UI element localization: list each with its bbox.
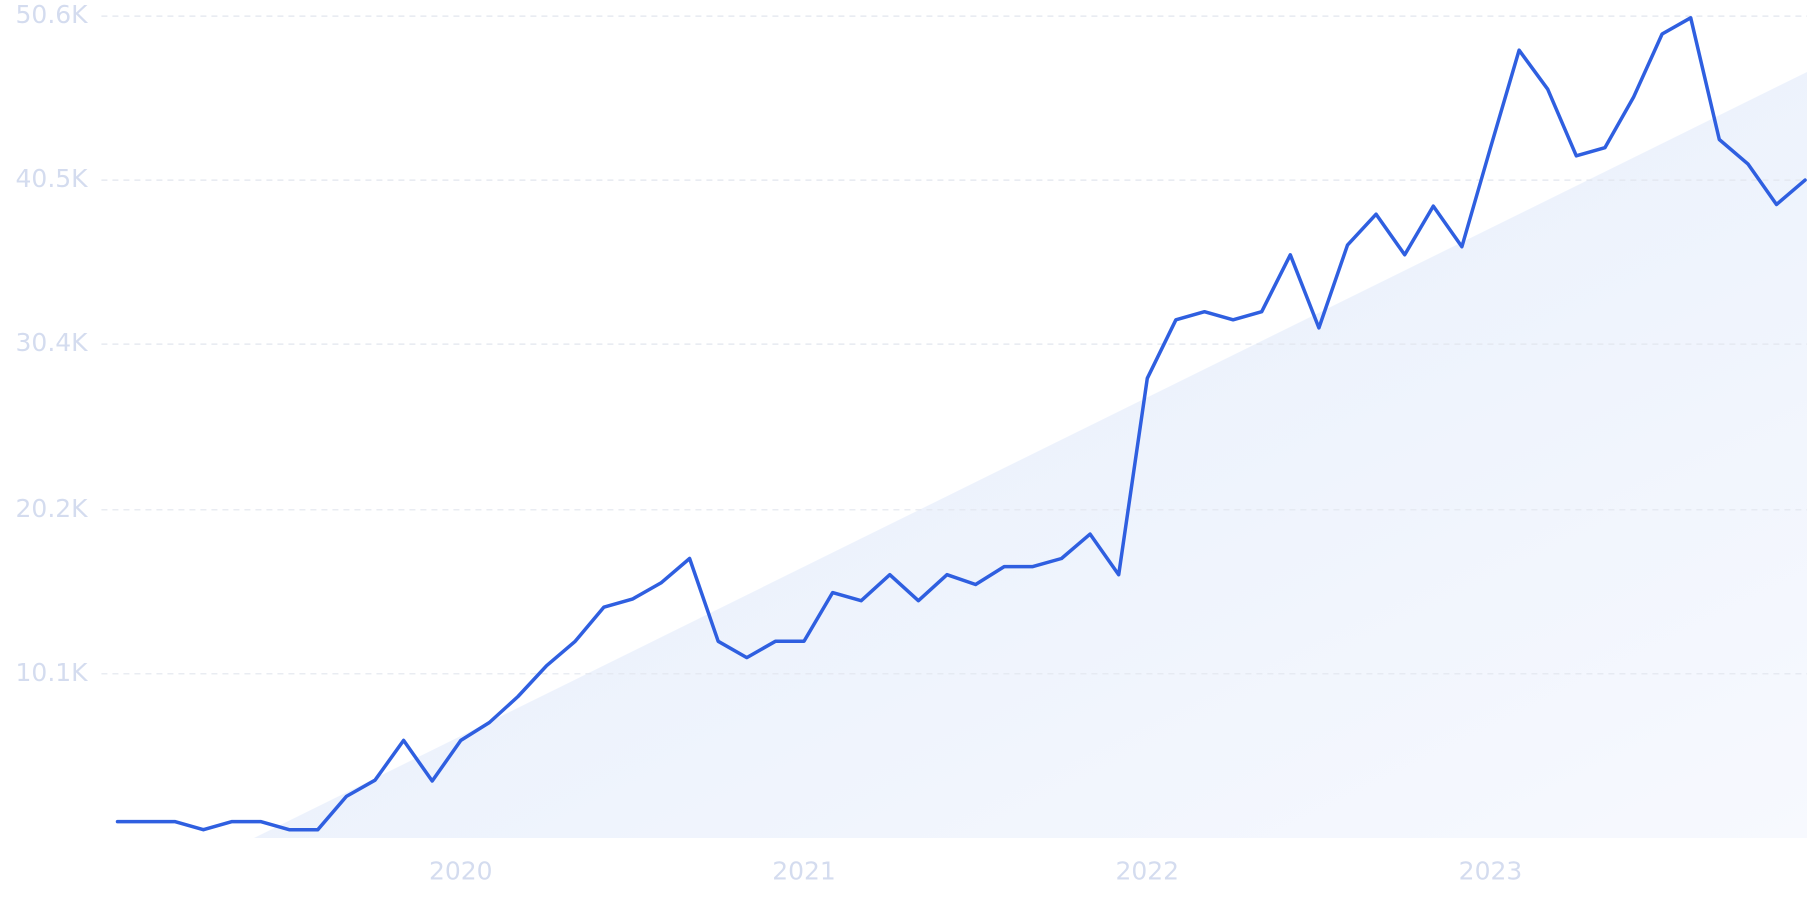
- y-tick-label: 10.1K: [16, 658, 89, 687]
- y-tick-label: 20.2K: [16, 494, 89, 523]
- y-tick-label: 40.5K: [16, 164, 89, 193]
- x-tick-label: 2021: [772, 856, 836, 885]
- x-tick-label: 2022: [1115, 856, 1179, 885]
- y-tick-label: 30.4K: [16, 328, 89, 357]
- trend-area: [254, 72, 1807, 838]
- x-tick-label: 2023: [1459, 856, 1523, 885]
- y-tick-label: 50.6K: [16, 0, 89, 29]
- line: [115, 16, 1807, 832]
- x-tick-label: 2020: [429, 856, 493, 885]
